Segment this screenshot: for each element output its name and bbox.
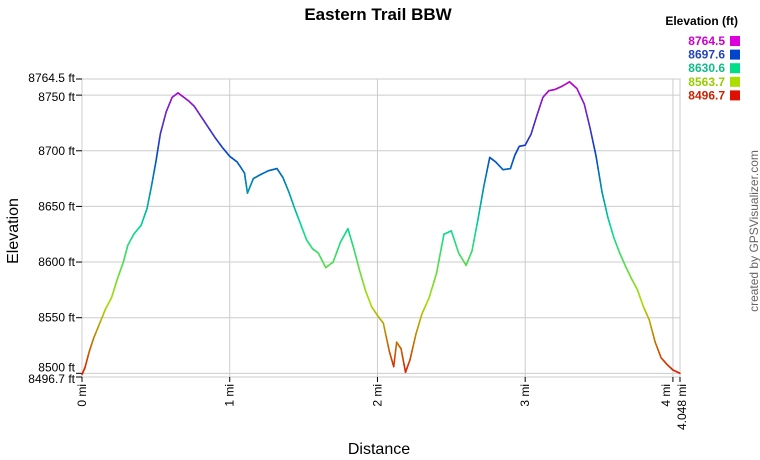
y-tick-label: 8550 ft (38, 311, 75, 325)
profile-segment (481, 191, 484, 199)
y-tick-label: 8764.5 ft (28, 71, 75, 85)
profile-segment (678, 371, 681, 375)
profile-segment (478, 207, 481, 215)
profile-segment (441, 233, 445, 242)
profile-segment (474, 229, 477, 237)
x-tick-label: 4.048 mi (675, 384, 689, 430)
profile-segment (600, 185, 603, 193)
profile-segment (482, 185, 485, 193)
profile-segment (439, 246, 443, 255)
legend-entry-label: 8764.5 (688, 34, 725, 48)
profile-segment (475, 224, 478, 231)
x-axis-label: Distance (348, 441, 410, 458)
profile-segment (440, 239, 444, 249)
y-tick-label: 8496.7 ft (28, 372, 75, 386)
profile-segment (483, 180, 486, 188)
profile-segment (477, 213, 480, 221)
profile-segment (485, 166, 489, 173)
legend-title: Elevation (ft) (665, 14, 738, 28)
profile-segment (598, 173, 601, 181)
chart-title: Eastern Trail BBW (304, 5, 452, 24)
profile-segment (473, 234, 476, 242)
x-axis-ticks: 0 mi 1 mi 2 mi 3 mi 4 mi 4.048 mi (75, 377, 689, 430)
profile-segment (436, 259, 440, 268)
profile-segment (599, 179, 602, 187)
x-tick-label: 2 mi (370, 384, 384, 407)
x-tick-label: 4 mi (659, 384, 673, 407)
credit-text: created by GPSVisualizer.com (747, 150, 760, 312)
profile-segment (438, 252, 442, 262)
profile-segment (476, 218, 479, 226)
y-tick-label: 8500 ft (38, 360, 75, 374)
profile-segment (484, 171, 488, 178)
x-tick-label: 3 mi (518, 384, 532, 407)
legend-entry-label: 8496.7 (688, 88, 725, 102)
plot-area (81, 78, 681, 378)
profile-segment (596, 161, 599, 170)
legend-swatch (730, 63, 740, 74)
x-tick-label: 1 mi (223, 384, 237, 407)
y-tick-label: 8700 ft (38, 144, 75, 158)
x-tick-label: 0 mi (75, 384, 89, 407)
legend-swatch (730, 90, 740, 101)
legend-entry-label: 8697.6 (688, 48, 725, 62)
profile-segment (595, 155, 598, 164)
legend: Elevation (ft) 8764.58697.68630.68563.78… (665, 14, 740, 102)
profile-segment (435, 265, 439, 274)
legend-entry-label: 8630.6 (688, 61, 725, 75)
profile-segment (480, 196, 483, 204)
y-tick-label: 8750 ft (38, 90, 75, 104)
profile-segment (483, 175, 487, 183)
legend-swatch (730, 36, 740, 46)
legend-swatch (730, 49, 740, 60)
y-tick-label: 8650 ft (38, 199, 75, 213)
profile-segment (471, 244, 474, 252)
y-axis-label: Elevation (5, 198, 22, 264)
legend-swatch (730, 76, 740, 87)
elevation-profile-line (81, 80, 681, 376)
profile-segment (479, 202, 482, 210)
profile-segment (486, 161, 490, 168)
legend-entry-label: 8563.7 (688, 75, 725, 89)
y-tick-label: 8600 ft (38, 255, 75, 269)
profile-segment (472, 239, 475, 247)
grid-lines (81, 78, 681, 378)
profile-segment (597, 167, 600, 175)
